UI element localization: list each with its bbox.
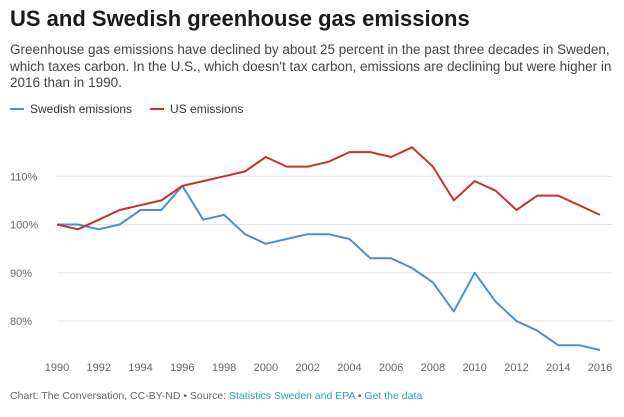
x-tick-label: 2002: [295, 362, 319, 374]
footer-separator: •: [354, 390, 365, 402]
x-tick-label: 1998: [212, 362, 236, 374]
series-line-us: [56, 146, 601, 231]
legend-item-us: US emissions: [150, 102, 243, 116]
x-tick-label: 1994: [128, 362, 152, 374]
x-tick-label: 1992: [87, 362, 111, 374]
x-tick-label: 2016: [588, 362, 612, 374]
legend-swatch-swedish: [10, 108, 24, 110]
x-tick-label: 2008: [421, 362, 445, 374]
legend-label-us: US emissions: [170, 102, 244, 116]
y-tick-label: 80%: [10, 316, 32, 328]
x-tick-label: 2006: [379, 362, 403, 374]
chart-title: US and Swedish greenhouse gas emissions: [10, 6, 470, 31]
legend-item-swedish: Swedish emissions: [10, 102, 132, 116]
x-tick-label: 2012: [504, 362, 528, 374]
series-line-swedish: [57, 184, 601, 351]
get-data-link[interactable]: Get the data: [364, 390, 423, 402]
source-link[interactable]: Statistics Sweden and EPA: [229, 390, 355, 402]
y-tick-label: 100%: [10, 220, 38, 232]
x-tick-label: 2000: [254, 362, 278, 374]
legend-label-swedish: Swedish emissions: [30, 102, 133, 116]
y-tick-label: 90%: [10, 268, 32, 280]
x-tick-label: 1990: [45, 362, 69, 374]
x-tick-label: 2010: [462, 362, 486, 374]
chart-footer: Chart: The Conversation, CC-BY-ND • Sour…: [10, 390, 422, 402]
x-tick-label: 2004: [337, 362, 361, 374]
chart-legend: Swedish emissions US emissions: [10, 102, 243, 116]
x-tick-label: 2014: [546, 362, 570, 374]
legend-swatch-us: [150, 108, 165, 110]
footer-credit: Chart: The Conversation, CC-BY-ND • Sour…: [10, 390, 230, 402]
x-tick-label: 1996: [170, 362, 194, 374]
chart-subtitle: Greenhouse gas emissions have declined b…: [10, 42, 612, 90]
y-tick-label: 110%: [10, 171, 38, 183]
